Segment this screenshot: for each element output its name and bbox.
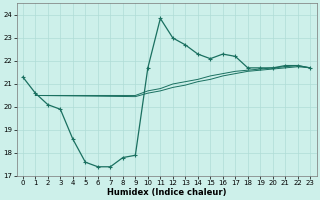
X-axis label: Humidex (Indice chaleur): Humidex (Indice chaleur) [107,188,226,197]
